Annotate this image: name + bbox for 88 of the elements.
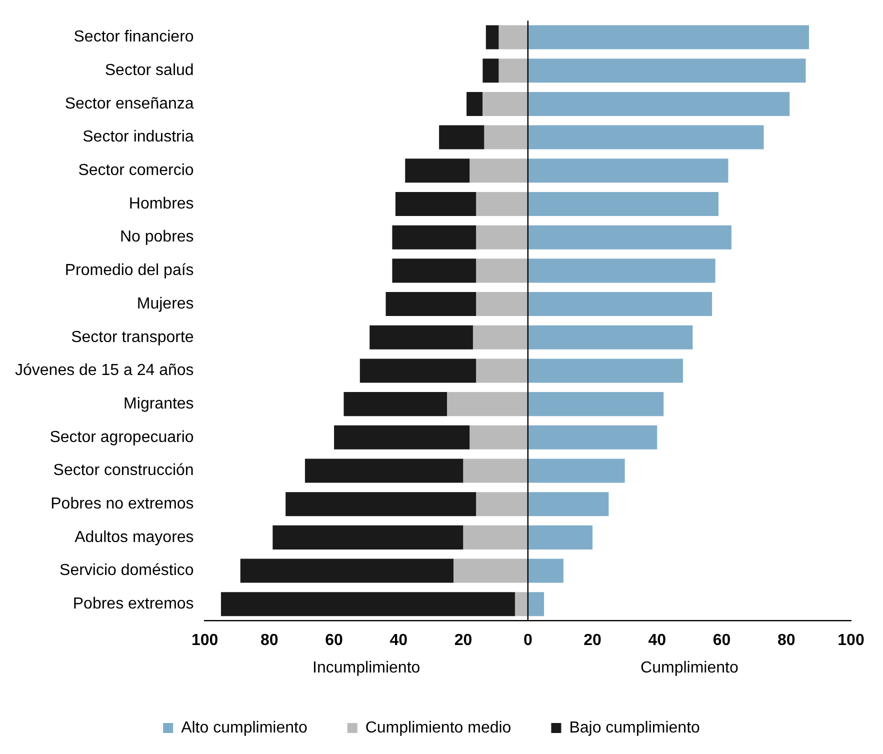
y-tick-label: Mujeres [136, 295, 194, 312]
y-tick-label: Sector enseñanza [64, 95, 194, 112]
y-tick-label: Hombres [128, 195, 194, 212]
bar [528, 392, 664, 416]
bar [463, 525, 528, 550]
x-tick-label: 80 [777, 632, 796, 649]
y-tick-label: Jóvenes de 15 a 24 años [14, 362, 194, 380]
y-tick-label: Pobres extremos [72, 596, 194, 613]
y-tick-label: Sector comercio [78, 162, 194, 180]
bar [476, 258, 528, 283]
bar [476, 358, 528, 383]
x-tick-label: 60 [325, 632, 344, 649]
x-tick-label: 40 [648, 632, 666, 649]
bar [528, 192, 719, 216]
bar [498, 58, 528, 83]
y-tick-label: Sector transporte [71, 328, 194, 346]
y-tick-label: Promedio del país [64, 262, 194, 280]
y-tick-label: Pobres no extremos [50, 496, 194, 512]
x-tick-label: 40 [390, 632, 408, 649]
bar [528, 92, 790, 116]
bar [528, 592, 544, 616]
bar [528, 492, 609, 516]
y-tick-label: Adultos mayores [74, 528, 194, 546]
bar [392, 258, 476, 283]
bar [528, 158, 728, 183]
bar [240, 558, 454, 583]
bar [528, 325, 693, 350]
x-tick-label: 80 [260, 632, 278, 649]
bar [528, 525, 593, 550]
x-tick-label: 100 [838, 632, 864, 649]
bar [476, 492, 528, 516]
bar [334, 425, 470, 450]
bar [470, 158, 528, 183]
y-tick-label: Sector industria [82, 128, 194, 146]
bar [486, 25, 499, 50]
bar [439, 125, 484, 150]
legend-label: Bajo cumplimiento [569, 719, 700, 736]
text: Cumplimiento [640, 659, 738, 676]
bar [528, 125, 764, 150]
x-tick-label: 0 [523, 632, 532, 649]
bar [286, 492, 476, 516]
bar [447, 392, 528, 416]
bar [528, 58, 806, 83]
legend-label: Cumplimiento medio [365, 719, 512, 736]
bar [472, 325, 528, 350]
bar [528, 25, 809, 50]
bar [395, 192, 476, 216]
bar [304, 458, 464, 483]
bar [344, 392, 448, 416]
bar [220, 592, 515, 616]
bar [482, 92, 528, 116]
bar [498, 25, 528, 50]
bar [405, 158, 470, 183]
bar [470, 425, 528, 450]
bar [392, 225, 476, 250]
bar [454, 558, 528, 583]
bar [528, 358, 683, 383]
bar [360, 358, 476, 383]
legend-label: Alto cumplimiento [181, 719, 308, 736]
y-tick-label: Sector financiero [74, 28, 194, 46]
bar [528, 258, 716, 283]
y-tick-label: No pobres [120, 228, 194, 246]
bar [272, 525, 464, 550]
bar [370, 325, 473, 350]
y-tick-label: Sector construcción [53, 462, 194, 480]
text: Incumplimiento [312, 659, 420, 676]
bar [463, 458, 528, 483]
bar [476, 225, 528, 250]
bar [386, 292, 476, 316]
bar [514, 592, 528, 616]
x-tick-label: 100 [191, 632, 218, 649]
bar [466, 92, 483, 116]
x-tick-label: 20 [454, 632, 472, 649]
bar [476, 292, 528, 316]
bar [482, 58, 499, 83]
y-tick-label: Servicio doméstico [60, 562, 194, 580]
bar [528, 558, 564, 583]
bar [528, 458, 625, 483]
bar [476, 192, 528, 216]
y-tick-label: Sector agropecuario [50, 428, 194, 446]
y-tick-label: Migrantes [124, 395, 194, 412]
x-tick-label: 60 [712, 632, 731, 649]
bar [528, 425, 658, 450]
bar [484, 125, 528, 150]
bar [528, 292, 712, 316]
bar [528, 225, 732, 250]
x-tick-label: 20 [584, 632, 602, 649]
y-tick-label: Sector salud [104, 62, 194, 80]
